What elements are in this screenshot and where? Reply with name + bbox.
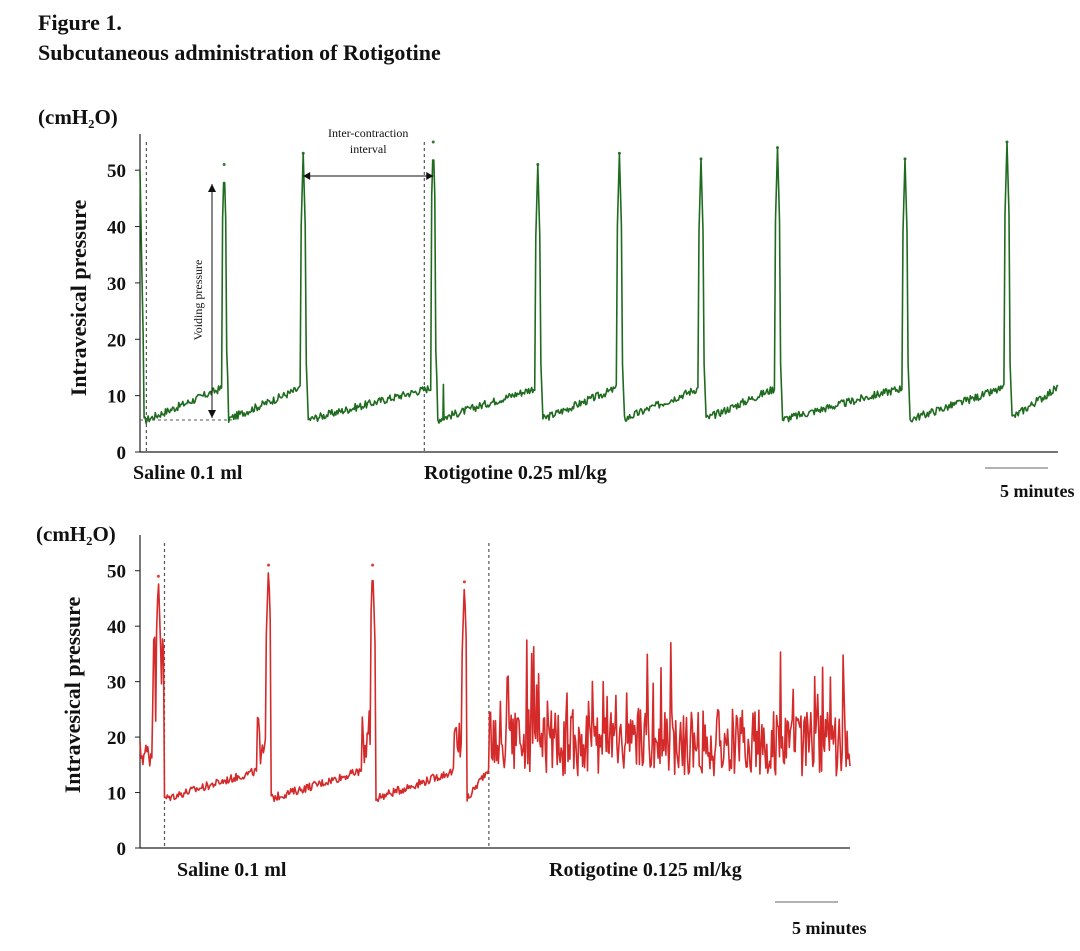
y-tick-label: 30 (107, 274, 126, 295)
y-tick-label: 10 (107, 784, 126, 805)
y-axis-label: Intravesical pressure (66, 199, 91, 396)
pressure-trace (139, 572, 851, 803)
y-tick-label: 0 (117, 839, 127, 860)
scale-bar-label: 5 minutes (792, 918, 867, 938)
figure-title: Figure 1. (38, 10, 122, 35)
peak-point (1005, 140, 1009, 144)
chart-panel-1: (cmH₂O) Intravesical pressure 0 10 20 30 40 50 S… (38, 105, 1075, 501)
peak-point (222, 163, 226, 167)
peak-point (431, 140, 435, 144)
arrowhead-left (303, 172, 311, 180)
figure-subtitle: Subcutaneous administration of Rotigotin… (38, 40, 441, 65)
interval-label: Inter-contraction interval (328, 126, 408, 156)
chart-panel-2: (cmH₂O) Intravesical pressure 0 10 20 30 40 50 S… (36, 522, 867, 938)
peak-point (903, 157, 907, 161)
event-label: Rotigotine 0.125 ml/kg (549, 859, 742, 881)
voiding-arrowhead-bottom (208, 410, 216, 418)
y-tick-label: 10 (107, 387, 126, 408)
y-tick-label: 40 (107, 617, 126, 638)
event-label: Saline 0.1 ml (133, 462, 243, 484)
y-tick-label: 50 (107, 562, 126, 583)
peak-point (776, 146, 779, 150)
y-axis-label: Intravesical pressure (60, 596, 85, 793)
y-tick-label: 50 (107, 161, 126, 182)
y-tick-label: 40 (107, 218, 126, 239)
peak-point (267, 563, 271, 567)
event-label: Saline 0.1 ml (177, 859, 287, 881)
figure-title-block: Figure 1. Subcutaneous administration of… (38, 8, 441, 68)
y-tick-label: 20 (107, 330, 126, 351)
peak-point (301, 151, 305, 155)
event-label: Rotigotine 0.25 ml/kg (424, 462, 607, 484)
peak-point (462, 580, 466, 584)
y-tick-label: 0 (117, 443, 127, 464)
pressure-trace (139, 141, 1059, 425)
voiding-arrowhead-top (208, 184, 216, 192)
peak-point (371, 563, 375, 567)
peak-point (699, 157, 703, 161)
unit-label: (cmH₂O) (38, 105, 118, 129)
y-tick-label: 20 (107, 728, 126, 749)
peak-point (536, 163, 540, 167)
peak-point (617, 151, 621, 155)
scale-bar-label: 5 minutes (1000, 481, 1075, 501)
voiding-label: Voiding pressure (191, 260, 205, 341)
arrowhead-right (426, 172, 434, 180)
unit-label: (cmH₂O) (36, 522, 116, 546)
y-tick-label: 30 (107, 673, 126, 694)
peak-point (156, 574, 160, 578)
